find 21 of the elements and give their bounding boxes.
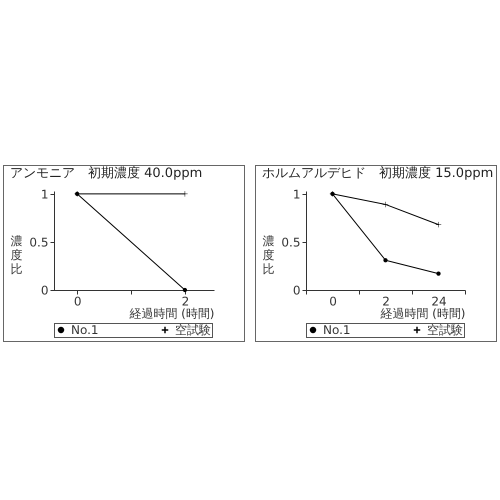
x-tick-label: 0 (74, 294, 82, 308)
y-tick-label: 0 (292, 284, 300, 298)
y-tick-label: 0.5 (281, 235, 300, 250)
x-axis-title: 経過時間 (時間) (379, 306, 466, 320)
legend-label: No.1 (71, 323, 99, 337)
legend-label: 空試験 (427, 323, 463, 337)
legend-label: No.1 (323, 323, 351, 337)
legend-label: 空試験 (175, 323, 211, 337)
y-tick-label: 0 (40, 284, 48, 298)
chart-title: ホルムアルデヒド 初期濃度 15.0ppm (262, 164, 494, 181)
y-tick-label: 1 (40, 187, 48, 202)
x-tick-label: 0 (329, 294, 337, 308)
x-tick-label: 2 (182, 294, 190, 308)
y-axis-title: 濃度比 (262, 234, 274, 276)
chart-title: アンモニア 初期濃度 40.0ppm (10, 164, 202, 181)
y-axis-title: 濃度比 (10, 234, 22, 276)
y-tick-label: 0.5 (29, 235, 48, 250)
x-tick-label: 2 (382, 294, 390, 308)
y-tick-label: 1 (292, 187, 300, 202)
x-tick-label: 24 (431, 294, 447, 308)
x-axis-title: 経過時間 (時間) (128, 306, 214, 320)
